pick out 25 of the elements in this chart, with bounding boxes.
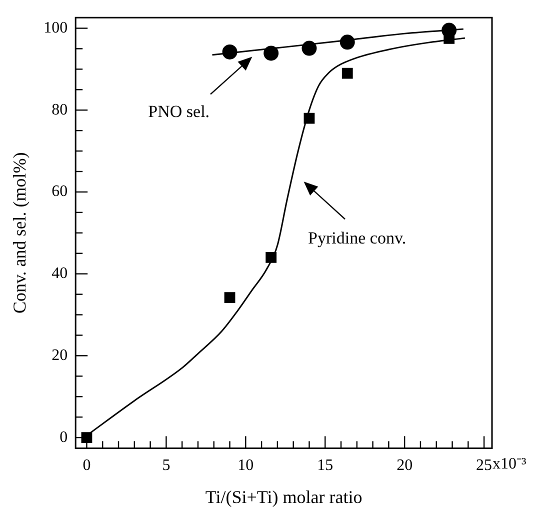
y-tick-label: 0 [60,428,68,446]
y-tick-label: 20 [52,346,68,364]
x-axis-title: Ti/(Si+Ti) molar ratio [205,486,362,507]
point [222,44,238,60]
y-tick-label: 40 [52,265,68,282]
point [302,40,317,56]
point [264,46,279,61]
y-tick-label: 60 [52,183,68,200]
y-axis-title: Conv. and sel. (mol%) [10,152,30,314]
annotation: PNO sel. [148,102,210,121]
x-tick-label: 20 [396,457,413,474]
x-tick-label: 5 [162,457,170,474]
x-tick-label: 25 [476,457,492,474]
x-tick-label: 10 [238,457,254,474]
point [304,112,315,124]
point [342,68,353,79]
x-tick-label: 0 [82,457,91,474]
annotation: Pyridine conv. [308,228,406,248]
point [224,292,236,304]
y-tick-label: 100 [44,19,68,36]
y-tick-label: 80 [52,101,68,118]
text: x10⁻³ [492,455,527,472]
x-tick-label: 15 [317,457,334,474]
point [266,252,277,263]
point [340,34,355,50]
